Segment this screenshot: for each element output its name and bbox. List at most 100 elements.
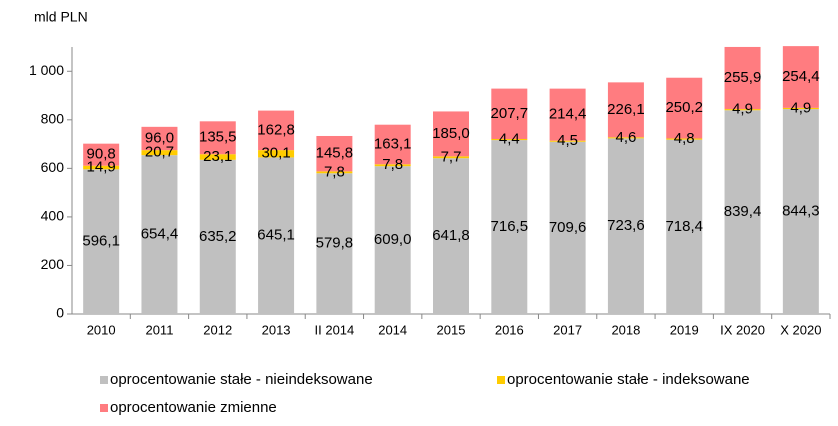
data-label: 844,3 — [782, 203, 820, 220]
bar-segment — [666, 77, 703, 139]
y-axis-label: mld PLN — [34, 9, 88, 25]
bar-segment — [666, 139, 703, 314]
bar-segment — [374, 166, 411, 314]
bar-segment — [258, 110, 295, 151]
y-tick-label: 800 — [41, 111, 65, 127]
y-tick-label: 400 — [41, 208, 65, 224]
legend-label: oprocentowanie stałe - nieindeksowane — [110, 371, 373, 388]
x-tick-label: 2016 — [495, 322, 524, 337]
legend-swatch — [100, 376, 108, 384]
bar-segment — [782, 109, 819, 314]
data-label: 7,8 — [382, 156, 403, 173]
bar-segment — [258, 150, 295, 158]
data-label: 609,0 — [374, 231, 412, 248]
bar-segment — [316, 135, 353, 172]
data-label: 250,2 — [665, 99, 703, 116]
bar-segment — [199, 154, 236, 160]
data-label: 30,1 — [261, 145, 290, 162]
bar-segment — [433, 156, 469, 159]
bar-segment — [433, 158, 469, 314]
data-label: 596,1 — [82, 233, 120, 250]
bar-segment — [491, 139, 528, 141]
x-tick-label: 2019 — [670, 322, 699, 337]
data-label: 654,4 — [141, 226, 179, 243]
x-tick-label: 2015 — [437, 322, 466, 337]
x-tick-label: 2010 — [87, 322, 116, 337]
data-label: 7,7 — [441, 148, 462, 165]
data-label: 163,1 — [374, 135, 412, 152]
bar-segment — [141, 150, 178, 156]
x-tick-label: 2012 — [203, 322, 232, 337]
data-label: 641,8 — [432, 227, 470, 244]
y-tick-label: 0 — [56, 305, 64, 321]
bar-segment — [491, 88, 528, 140]
data-label: 4,9 — [790, 99, 811, 116]
legend-swatch — [497, 376, 505, 384]
data-label: 4,6 — [615, 129, 636, 146]
bar-segment — [607, 137, 644, 139]
data-label: 579,8 — [316, 235, 354, 252]
bar-segment — [549, 88, 586, 141]
bar-segment — [141, 126, 178, 151]
data-label: 718,4 — [665, 218, 703, 235]
data-label: 226,1 — [607, 101, 645, 118]
bar-segment — [433, 111, 469, 157]
data-label: 4,5 — [557, 132, 578, 149]
bar-segment — [549, 140, 586, 142]
data-label: 96,0 — [145, 129, 174, 146]
data-label: 162,8 — [257, 121, 295, 138]
x-tick-label: 2014 — [378, 322, 407, 337]
bar-segment — [782, 46, 819, 108]
bar-segment — [83, 165, 120, 170]
data-label: 14,9 — [87, 158, 116, 175]
data-label: 254,4 — [782, 68, 820, 85]
bar-segment — [491, 140, 528, 314]
x-tick-label: IX 2020 — [720, 322, 765, 337]
bar-segment — [316, 171, 353, 174]
bar-segment — [83, 169, 120, 314]
data-label: 135,5 — [199, 129, 237, 146]
data-label: 7,8 — [324, 163, 345, 180]
x-tick-label: X 2020 — [780, 322, 821, 337]
data-label: 90,8 — [87, 146, 116, 163]
bar-segment — [724, 46, 761, 110]
data-label: 207,7 — [491, 105, 529, 122]
data-label: 635,2 — [199, 228, 237, 245]
data-label: 4,4 — [499, 131, 520, 148]
data-label: 145,8 — [316, 145, 354, 162]
bar-segment — [549, 141, 586, 314]
y-tick-label: 200 — [41, 256, 65, 272]
bar-segment — [374, 164, 411, 167]
data-label: 255,9 — [724, 69, 762, 86]
x-tick-label: 2018 — [611, 322, 640, 337]
data-label: 23,1 — [203, 148, 232, 165]
bar-segment — [316, 173, 353, 314]
bar-segment — [666, 138, 703, 140]
data-label: 185,0 — [432, 125, 470, 142]
data-label: 723,6 — [607, 217, 645, 234]
data-label: 4,9 — [732, 101, 753, 118]
bar-segment — [199, 159, 236, 314]
y-tick-label: 1 000 — [29, 62, 64, 78]
data-label: 645,1 — [257, 227, 295, 244]
x-tick-label: II 2014 — [315, 322, 355, 337]
bar-segment — [83, 143, 120, 166]
data-label: 4,8 — [674, 130, 695, 147]
x-tick-label: 2011 — [145, 322, 173, 337]
legend-swatch — [100, 404, 108, 412]
data-label: 214,4 — [549, 106, 587, 123]
bar-segment — [782, 107, 819, 110]
data-label: 839,4 — [724, 203, 762, 220]
data-label: 20,7 — [145, 144, 174, 161]
bar-segment — [258, 157, 295, 314]
data-label: 716,5 — [491, 218, 529, 235]
bar-segment — [607, 82, 644, 138]
bar-segment — [199, 121, 236, 155]
y-tick-label: 600 — [41, 159, 65, 175]
bar-segment — [607, 138, 644, 314]
data-label: 709,6 — [549, 219, 587, 236]
bar-segment — [724, 109, 761, 111]
bar-segment — [141, 155, 178, 314]
bar-segment — [724, 110, 761, 314]
